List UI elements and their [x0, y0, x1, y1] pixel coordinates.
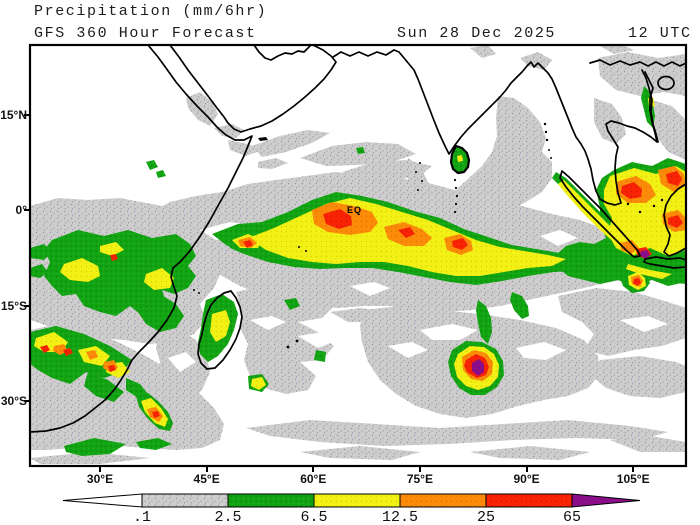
legend-value-label: 65 [563, 509, 581, 525]
map-frame [28, 43, 688, 468]
legend-value-label: 6.5 [300, 509, 327, 525]
sri-lanka-moderate-speck [457, 155, 463, 162]
coastlines [30, 45, 686, 433]
legend-value-label: 12.5 [382, 509, 418, 525]
lat-label: 0° [15, 203, 27, 218]
chart-title: Precipitation (mm/6hr) [34, 3, 268, 20]
legend-value-label: 2.5 [214, 509, 241, 525]
lat-tick [24, 400, 30, 402]
lon-label: 30°E [86, 472, 114, 486]
lon-tick [525, 466, 528, 472]
lon-label: 45°E [193, 472, 220, 486]
legend-segment-very-heavy [485, 493, 573, 508]
legend-underflow-arrow [62, 493, 143, 508]
legend-segment-heavy [399, 493, 487, 508]
precip-extreme-layer [472, 250, 650, 376]
legend-value-label: .1 [133, 509, 151, 525]
lon-tick [312, 466, 315, 472]
lat-label: 15°N [0, 108, 27, 122]
equator-label: EQ [347, 205, 363, 215]
lat-label: 30°S [0, 394, 27, 408]
lon-tick [99, 466, 101, 472]
lon-tick [205, 466, 208, 472]
lon-label: 75°E [406, 472, 433, 486]
lat-tick [24, 114, 30, 116]
lat-tick [24, 209, 30, 212]
legend-segment-moderate [313, 493, 401, 508]
precip-very-heavy-layer [40, 171, 683, 418]
lon-label: 105°E [616, 472, 650, 486]
legend-colorbar: .1 2.5 6.5 12.5 25 65 [62, 493, 641, 525]
model-forecast-label: GFS 360 Hour Forecast [34, 25, 257, 42]
legend-value-label: 25 [477, 509, 495, 525]
valid-date: Sun 28 Dec 2025 [397, 25, 557, 42]
lat-tick [24, 304, 30, 307]
legend-overflow-arrow [571, 493, 641, 508]
lon-label: 60°E [300, 472, 327, 486]
lon-tick [418, 466, 421, 472]
legend-segment-trace [141, 493, 229, 508]
lon-label: 90°E [513, 472, 540, 486]
island-specks [193, 122, 664, 349]
lon-tick [632, 466, 635, 472]
legend-segment-light [227, 493, 315, 508]
valid-time: 12 UTC [628, 25, 692, 42]
lat-label: 15°S [0, 298, 27, 313]
